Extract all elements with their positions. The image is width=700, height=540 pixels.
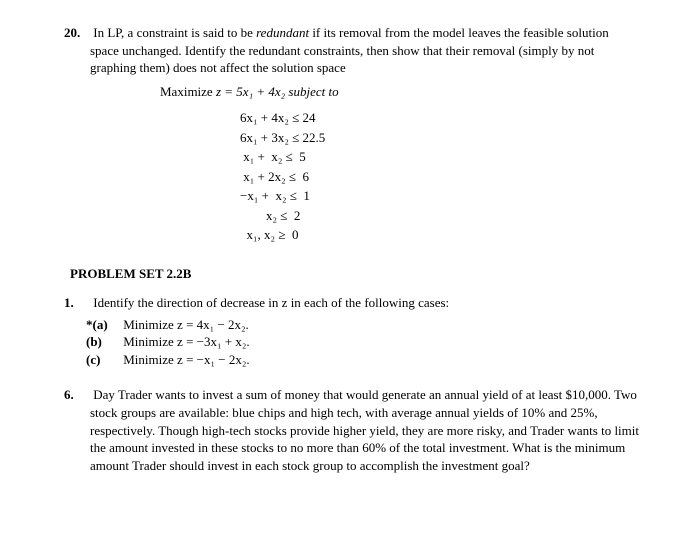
problem-6-text: Day Trader wants to invest a sum of mone… xyxy=(90,387,639,472)
sub-label-a: *(a) xyxy=(86,316,120,334)
obj-expr: z = 5x₁ + 4x₂ subject to xyxy=(216,84,339,99)
problem-20-number: 20. xyxy=(64,24,90,42)
section-title: PROBLEM SET 2.2B xyxy=(70,265,640,283)
constraint-row: 6x₁ + 4x₂ ≤ 24 xyxy=(240,108,640,128)
obj-prefix: Maximize xyxy=(160,84,216,99)
constraint-row: −x₁ + x₂ ≤ 1 xyxy=(240,186,640,206)
sub-text-c: Minimize z = −x₁ − 2x₂. xyxy=(123,352,249,367)
problem-1: 1. Identify the direction of decrease in… xyxy=(90,294,640,368)
sub-label-b: (b) xyxy=(86,333,120,351)
objective-line: Maximize z = 5x₁ + 4x₂ subject to xyxy=(160,83,640,101)
sub-label-c: (c) xyxy=(86,351,120,369)
constraint-row: x₂ ≤ 2 xyxy=(240,206,640,226)
sub-item-c: (c) Minimize z = −x₁ − 2x₂. xyxy=(120,351,640,369)
sub-text-a: Minimize z = 4x₁ − 2x₂. xyxy=(123,317,249,332)
problem-20-text: In LP, a constraint is said to be redund… xyxy=(90,25,609,75)
p20-text-a: In LP, a constraint is said to be xyxy=(93,25,256,40)
problem-6-number: 6. xyxy=(64,386,90,404)
problem-20: 20. In LP, a constraint is said to be re… xyxy=(90,24,640,245)
problem-1-text: Identify the direction of decrease in z … xyxy=(93,295,449,310)
sub-item-a: *(a) Minimize z = 4x₁ − 2x₂. xyxy=(120,316,640,334)
constraint-row: x₁, x₂ ≥ 0 xyxy=(240,225,640,245)
sub-text-b: Minimize z = −3x₁ + x₂. xyxy=(123,334,249,349)
problem-6: 6. Day Trader wants to invest a sum of m… xyxy=(90,386,640,474)
sub-item-b: (b) Minimize z = −3x₁ + x₂. xyxy=(120,333,640,351)
constraint-row: 6x₁ + 3x₂ ≤ 22.5 xyxy=(240,128,640,148)
constraints-block: 6x₁ + 4x₂ ≤ 24 6x₁ + 3x₂ ≤ 22.5 x₁ + x₂ … xyxy=(240,108,640,245)
constraint-row: x₁ + x₂ ≤ 5 xyxy=(240,147,640,167)
problem-1-number: 1. xyxy=(64,294,90,312)
constraint-row: x₁ + 2x₂ ≤ 6 xyxy=(240,167,640,187)
p20-redundant: redundant xyxy=(256,25,309,40)
